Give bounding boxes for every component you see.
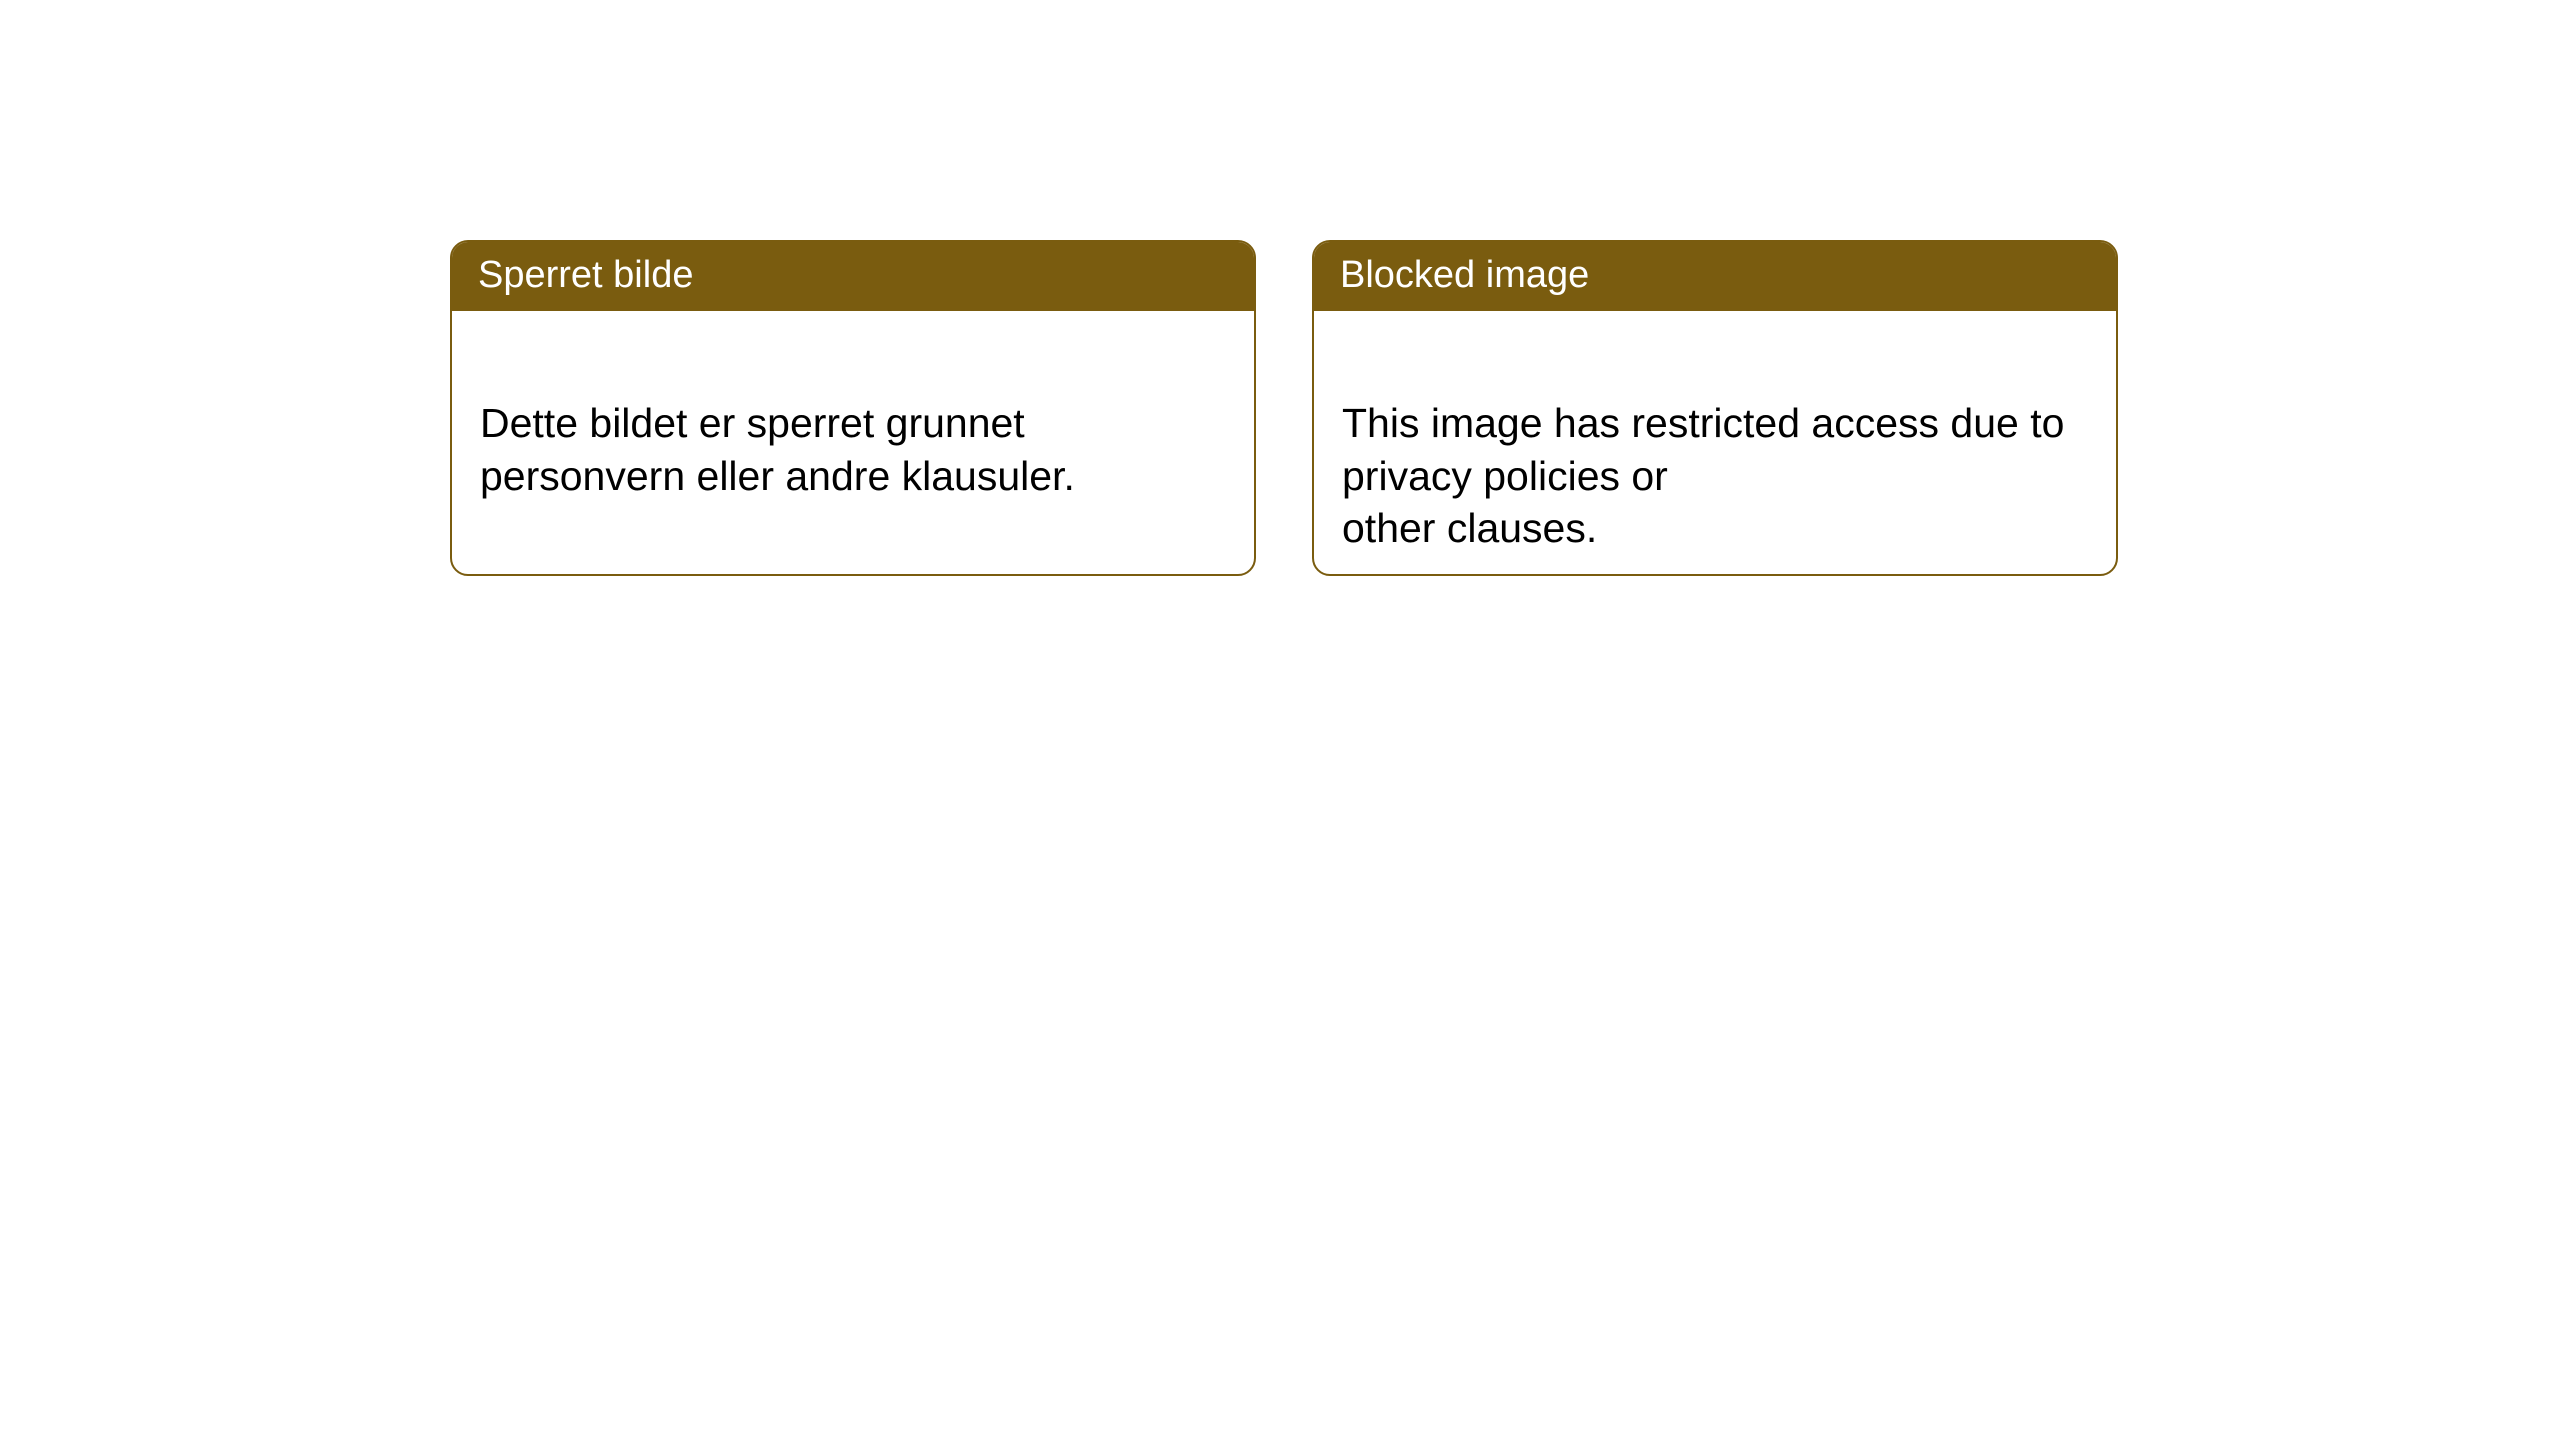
card-title: Blocked image: [1340, 254, 1589, 296]
card-body: This image has restricted access due to …: [1314, 311, 2116, 576]
card-title: Sperret bilde: [478, 254, 693, 296]
card-header: Sperret bilde: [452, 242, 1254, 311]
card-header: Blocked image: [1314, 242, 2116, 311]
card-body: Dette bildet er sperret grunnet personve…: [452, 311, 1254, 530]
blocked-image-card-no: Sperret bilde Dette bildet er sperret gr…: [450, 240, 1256, 576]
card-container: Sperret bilde Dette bildet er sperret gr…: [0, 0, 2560, 576]
card-body-text: This image has restricted access due to …: [1342, 400, 2064, 551]
card-body-text: Dette bildet er sperret grunnet personve…: [480, 400, 1075, 498]
blocked-image-card-en: Blocked image This image has restricted …: [1312, 240, 2118, 576]
